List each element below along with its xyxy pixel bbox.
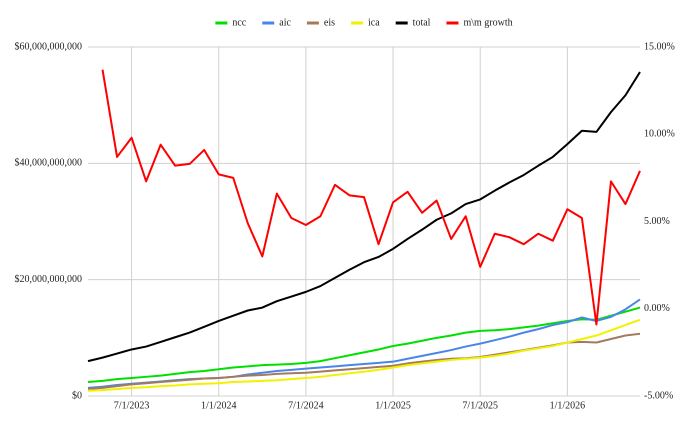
series-line xyxy=(87,318,641,392)
y2-tick-label: -5.00% xyxy=(644,390,673,401)
y2-tick-label: 10.00% xyxy=(644,129,675,140)
x-tick-label: 7/1/2023 xyxy=(114,400,150,411)
legend-label: total xyxy=(413,17,431,28)
y-tick-label: $40,000,000,000 xyxy=(15,158,83,169)
y2-tick-label: 0.00% xyxy=(644,303,670,314)
x-tick-label: 1/1/2026 xyxy=(550,400,586,411)
y2-tick-label: 15.00% xyxy=(644,41,675,52)
x-tick-label: 7/1/2024 xyxy=(288,400,324,411)
series-line xyxy=(101,69,641,326)
x-tick-label: 1/1/2025 xyxy=(375,400,411,411)
series-line xyxy=(87,71,641,363)
y-tick-label: $20,000,000,000 xyxy=(15,274,83,285)
y-tick-label: $0 xyxy=(72,390,82,401)
x-tick-label: 1/1/2024 xyxy=(201,400,237,411)
legend-label: aic xyxy=(279,17,291,28)
series-line xyxy=(87,306,641,384)
y-tick-label: $60,000,000,000 xyxy=(15,41,83,52)
y2-tick-label: 5.00% xyxy=(644,216,670,227)
legend-label: ica xyxy=(368,17,380,28)
series-line xyxy=(87,332,641,391)
legend-label: m\m growth xyxy=(463,17,512,28)
legend-label: ncc xyxy=(232,17,246,28)
legend-label: eis xyxy=(324,17,335,28)
x-tick-label: 7/1/2025 xyxy=(462,400,498,411)
